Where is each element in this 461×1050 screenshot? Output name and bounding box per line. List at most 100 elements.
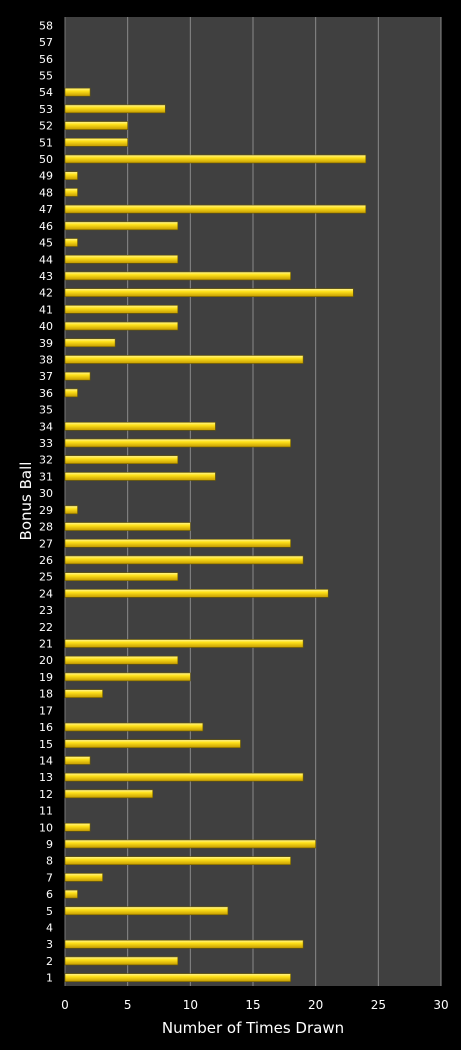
- bar-24: [64, 589, 329, 598]
- y-tick-15: 15: [39, 738, 53, 751]
- bar-7: [64, 873, 103, 882]
- bar-16: [64, 722, 204, 732]
- y-tick-17: 17: [39, 704, 53, 717]
- y-tick-21: 21: [39, 638, 53, 651]
- y-tick-1: 1: [46, 972, 53, 985]
- bar-19: [64, 672, 191, 682]
- bar-38: [64, 355, 304, 364]
- bar-48: [64, 188, 78, 197]
- x-tick-30: 30: [433, 998, 448, 1012]
- y-tick-16: 16: [39, 721, 53, 734]
- bar-32: [64, 455, 179, 465]
- y-tick-41: 41: [39, 303, 53, 316]
- bar-25: [64, 572, 179, 581]
- bars: [64, 87, 367, 982]
- y-tick-31: 31: [39, 470, 53, 483]
- bar-31: [64, 472, 216, 481]
- y-tick-10: 10: [39, 821, 53, 834]
- y-tick-36: 36: [39, 387, 53, 400]
- y-tick-35: 35: [39, 404, 53, 417]
- bar-1: [64, 973, 291, 982]
- x-tick-15: 15: [245, 998, 260, 1012]
- y-tick-33: 33: [39, 437, 53, 450]
- y-tick-20: 20: [39, 654, 53, 667]
- y-tick-11: 11: [39, 805, 53, 818]
- x-tick-labels: 0 5 10 15 20 25 30: [61, 998, 448, 1012]
- y-tick-13: 13: [39, 771, 53, 784]
- bar-33: [64, 438, 291, 448]
- y-tick-32: 32: [39, 454, 53, 467]
- bar-6: [64, 889, 78, 899]
- y-tick-37: 37: [39, 370, 53, 383]
- bar-53: [64, 104, 166, 114]
- y-tick-25: 25: [39, 571, 53, 584]
- y-tick-55: 55: [39, 69, 53, 82]
- x-tick-25: 25: [371, 998, 386, 1012]
- y-tick-52: 52: [39, 120, 53, 133]
- y-tick-38: 38: [39, 353, 53, 366]
- y-tick-57: 57: [39, 36, 53, 49]
- y-tick-3: 3: [46, 938, 53, 951]
- bar-27: [64, 538, 291, 548]
- bar-3: [64, 939, 304, 949]
- x-tick-0: 0: [61, 998, 69, 1012]
- bar-8: [64, 856, 291, 866]
- bar-42: [64, 288, 354, 297]
- bar-10: [64, 822, 91, 832]
- bar-2: [64, 956, 179, 966]
- bar-39: [64, 338, 116, 348]
- y-tick-7: 7: [46, 871, 53, 884]
- bar-20: [64, 655, 179, 665]
- bar-52: [64, 121, 128, 130]
- y-tick-24: 24: [39, 587, 53, 600]
- bar-13: [64, 772, 304, 782]
- x-tick-20: 20: [308, 998, 323, 1012]
- bar-51: [64, 138, 128, 147]
- bar-18: [64, 689, 103, 698]
- bar-47: [64, 204, 367, 214]
- y-tick-6: 6: [46, 888, 53, 901]
- bar-54: [64, 87, 91, 97]
- y-tick-58: 58: [39, 19, 53, 32]
- y-axis-label: Bonus Ball: [17, 462, 35, 541]
- x-axis-label: Number of Times Drawn: [162, 1019, 344, 1037]
- y-tick-51: 51: [39, 136, 53, 149]
- y-tick-22: 22: [39, 621, 53, 634]
- y-tick-56: 56: [39, 53, 53, 66]
- y-tick-53: 53: [39, 103, 53, 116]
- bar-50: [64, 154, 367, 164]
- y-tick-12: 12: [39, 788, 53, 801]
- bar-9: [64, 839, 316, 849]
- y-tick-45: 45: [39, 237, 53, 250]
- y-tick-8: 8: [46, 855, 53, 868]
- bar-26: [64, 555, 304, 565]
- x-tick-5: 5: [124, 998, 132, 1012]
- y-tick-34: 34: [39, 420, 53, 433]
- y-tick-29: 29: [39, 504, 53, 517]
- y-tick-49: 49: [39, 170, 53, 183]
- y-tick-44: 44: [39, 253, 53, 266]
- x-tick-10: 10: [183, 998, 198, 1012]
- y-tick-5: 5: [46, 905, 53, 918]
- bar-44: [64, 254, 179, 264]
- bar-41: [64, 305, 179, 314]
- y-tick-46: 46: [39, 220, 53, 233]
- bar-34: [64, 422, 216, 431]
- y-tick-48: 48: [39, 186, 53, 199]
- bar-43: [64, 271, 291, 281]
- bar-21: [64, 639, 304, 648]
- bar-46: [64, 221, 179, 231]
- y-tick-14: 14: [39, 754, 53, 767]
- bar-29: [64, 505, 78, 515]
- y-tick-54: 54: [39, 86, 53, 99]
- bar-5: [64, 906, 229, 916]
- y-tick-labels: 1234567891011121314151617181920212223242…: [39, 19, 53, 984]
- bar-45: [64, 238, 78, 247]
- y-tick-30: 30: [39, 487, 53, 500]
- bar-37: [64, 371, 91, 381]
- y-tick-2: 2: [46, 955, 53, 968]
- y-tick-4: 4: [46, 922, 53, 935]
- y-tick-40: 40: [39, 320, 53, 333]
- bar-15: [64, 739, 241, 749]
